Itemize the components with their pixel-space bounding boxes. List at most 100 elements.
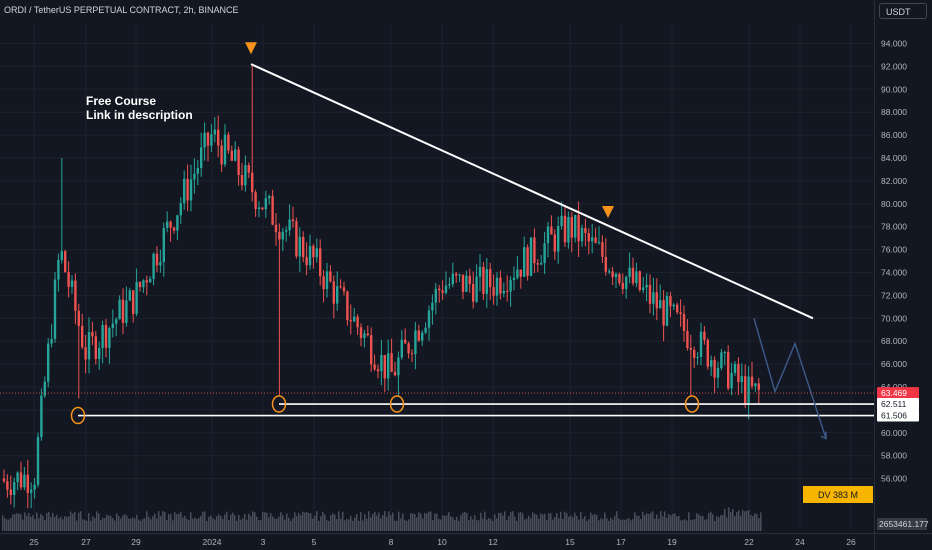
candle-body [407, 343, 410, 354]
x-tick-label: 8 [389, 537, 394, 547]
volume-bar [304, 512, 306, 531]
volume-bar [78, 512, 80, 531]
volume-bar [656, 514, 658, 531]
volume-bar [710, 511, 712, 531]
volume-bar [628, 517, 630, 531]
volume-bar [622, 519, 624, 531]
x-tick-label: 27 [81, 537, 91, 547]
volume-bar [420, 513, 422, 531]
volume-bar [724, 508, 726, 531]
volume-bar [92, 516, 94, 531]
y-tick-label: 78.000 [881, 222, 907, 232]
volume-bar [544, 513, 546, 531]
volume-bar [344, 520, 346, 531]
volume-bar [626, 519, 628, 531]
volume-bar [222, 519, 224, 531]
candle-body [142, 280, 145, 288]
volume-bar [540, 513, 542, 531]
candle-body [740, 376, 743, 383]
volume-bar [692, 519, 694, 531]
top-arrow-marker [245, 42, 257, 55]
volume-bar [316, 511, 318, 531]
volume-bar [694, 518, 696, 531]
volume-bar [390, 515, 392, 531]
currency-button[interactable]: USDT [879, 3, 927, 19]
volume-bar [152, 516, 154, 531]
volume-bar [240, 519, 242, 531]
candle-body [438, 288, 441, 291]
candle-body [70, 280, 74, 287]
candle-body [618, 273, 621, 283]
volume-bar [660, 511, 662, 531]
volume-bar [682, 519, 684, 531]
volume-bar [358, 520, 360, 531]
volume-bar [32, 515, 34, 531]
volume-bar [102, 517, 104, 531]
volume-bar [88, 513, 90, 531]
candle-body [723, 352, 726, 354]
volume-bar [324, 514, 326, 531]
volume-bar [2, 515, 4, 531]
x-tick-label: 29 [131, 537, 141, 547]
volume-bar [510, 512, 512, 531]
candle-body [414, 330, 417, 355]
volume-bar [246, 519, 248, 531]
volume-bar [506, 519, 508, 531]
volume-bar [56, 514, 58, 531]
candle-body [370, 335, 373, 365]
candle-body [519, 269, 522, 277]
volume-bar [258, 520, 260, 531]
volume-bar [12, 514, 14, 531]
volume-bar [194, 517, 196, 531]
candle-body [298, 236, 301, 257]
volume-bar [712, 514, 714, 531]
volume-bar [126, 515, 128, 531]
candle-body [461, 274, 465, 292]
volume-bar [664, 511, 666, 531]
volume-bar [46, 513, 48, 531]
volume-bar [292, 518, 294, 531]
volume-bar [162, 511, 164, 531]
volume-bar [318, 520, 320, 531]
candle-body [597, 242, 601, 244]
candle-body [563, 215, 567, 243]
volume-bar [300, 515, 302, 531]
volume-bar [224, 514, 226, 531]
candle-body [485, 269, 488, 294]
candle-body [264, 198, 267, 210]
volume-value-text: 2653461.177 [879, 519, 929, 529]
candle-body [540, 263, 543, 265]
volume-bar [220, 515, 222, 531]
candle-body [410, 353, 414, 355]
candle-body [33, 484, 36, 490]
volume-bar [720, 515, 722, 531]
candle-body [305, 257, 308, 266]
volume-bar [96, 511, 98, 531]
volume-bar [378, 512, 380, 531]
candle-body [550, 226, 553, 235]
volume-bar [146, 511, 148, 531]
candle-body [492, 287, 495, 296]
volume-bar [16, 513, 18, 531]
volume-bar [658, 518, 660, 531]
projection-arrowhead [820, 431, 827, 440]
volume-bar [112, 518, 114, 531]
volume-bar [386, 516, 388, 531]
volume-bar [100, 520, 102, 531]
volume-bar [288, 517, 290, 531]
volume-bar [686, 520, 688, 531]
x-tick-label: 24 [795, 537, 805, 547]
volume-bar [262, 511, 264, 531]
volume-bar [726, 517, 728, 531]
volume-bar [34, 519, 36, 531]
volume-bar [596, 515, 598, 531]
volume-bar [470, 516, 472, 531]
volume-bar [54, 516, 56, 531]
volume-bar [260, 519, 262, 531]
volume-bar [504, 511, 506, 531]
volume-bar [142, 518, 144, 531]
volume-bar [606, 518, 608, 531]
volume-bar [280, 512, 282, 531]
candle-body [631, 267, 635, 284]
